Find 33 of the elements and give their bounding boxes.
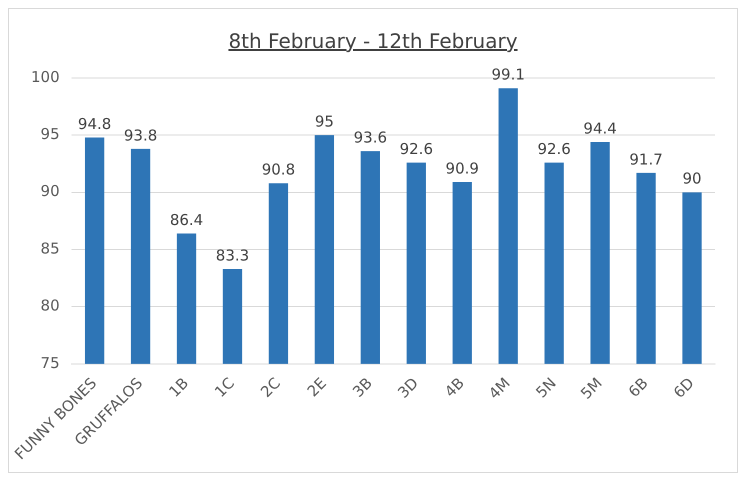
data-label: 90	[682, 170, 702, 188]
data-label: 95	[314, 112, 334, 131]
x-tick-label: 3B	[349, 374, 376, 401]
y-tick-label: 75	[40, 354, 60, 372]
data-label: 93.8	[124, 126, 158, 144]
y-tick-label: 95	[40, 125, 60, 144]
x-tick-label: 1C	[211, 374, 238, 401]
x-tick-label: 5M	[577, 374, 606, 403]
data-label: 99.1	[492, 66, 525, 84]
x-tick-label: 4B	[441, 374, 468, 401]
data-label: 92.6	[537, 140, 571, 158]
x-tick-label: 5N	[532, 374, 560, 402]
x-tick-label: 1B	[165, 374, 192, 401]
data-label: 83.3	[216, 246, 250, 264]
data-label: 92.6	[400, 140, 433, 158]
data-label: 90.9	[446, 159, 479, 178]
data-label: 91.7	[629, 150, 663, 168]
x-tick-label: 6B	[624, 374, 652, 401]
x-tick-label: 2E	[304, 374, 330, 400]
y-tick-label: 90	[40, 182, 60, 200]
x-tick-label: 3D	[394, 374, 422, 402]
y-tick-label: 80	[40, 296, 60, 315]
data-label: 93.6	[354, 128, 388, 147]
chart-title: 8th February - 12th February	[227, 29, 519, 55]
x-tick-label: 6D	[670, 374, 698, 402]
data-label: 86.4	[170, 210, 204, 229]
x-tick-label: 4M	[485, 374, 514, 403]
data-label: 90.8	[262, 160, 296, 179]
data-label: 94.4	[583, 119, 617, 138]
data-label: 94.8	[78, 114, 112, 133]
x-tick-label: 2C	[257, 374, 284, 401]
y-tick-label: 85	[40, 239, 60, 258]
y-tick-label: 100	[30, 68, 60, 86]
